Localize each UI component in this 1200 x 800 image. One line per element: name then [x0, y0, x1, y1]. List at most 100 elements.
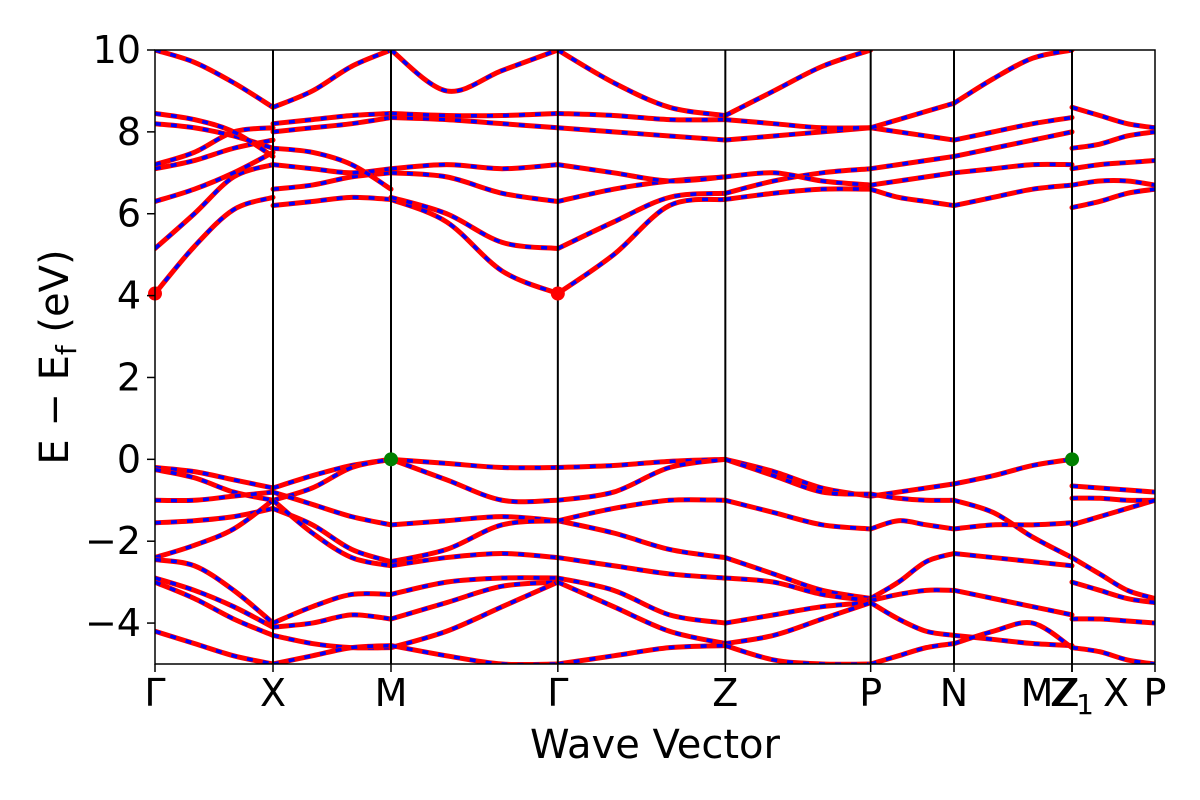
band-curve-spin-up: [555, 575, 728, 626]
band-curve-spin-up: [1069, 579, 1155, 606]
band-curve-spin-down: [953, 521, 1073, 531]
band-curve-spin-down: [155, 467, 274, 502]
band-curve-spin-down: [869, 551, 955, 601]
band-curve-spin-down: [155, 111, 274, 158]
band-curve-spin-down: [724, 50, 872, 118]
band-curve-spin-down: [272, 111, 392, 126]
band-curve-spin-down: [272, 613, 392, 629]
band-curve-spin-down: [155, 50, 274, 109]
band-curve-spin-down: [155, 557, 275, 625]
band-edge-markers: [148, 286, 1079, 467]
y-tick-label: 4: [117, 274, 141, 318]
band-curve-spin-down: [390, 115, 558, 130]
y-axis-label: E − Ef (eV): [32, 249, 83, 464]
x-tick-label: Γ: [547, 671, 568, 715]
band-curve-spin-down: [725, 187, 871, 202]
band-curve-spin-down: [557, 162, 726, 183]
vbm-marker: [384, 452, 398, 467]
band-curve-spin-up: [1069, 104, 1155, 131]
band-curve-spin-up: [722, 643, 874, 664]
band-curve-spin-up: [1069, 186, 1155, 211]
band-curve-spin-down: [725, 117, 871, 130]
band-curve-spin-down: [725, 576, 871, 603]
band-curve-spin-down: [155, 498, 275, 560]
band-curves: [155, 50, 1155, 664]
band-curve-spin-down: [557, 555, 726, 580]
band-curve-spin-down: [557, 457, 726, 470]
band-curve-spin-up: [868, 170, 957, 188]
y-axis-label-unit: (eV): [32, 249, 78, 345]
band-curve-spin-down: [390, 575, 558, 597]
band-curve-spin-down: [155, 576, 274, 629]
band-curve-spin-up: [1069, 483, 1155, 495]
band-curve-spin-up: [868, 587, 957, 604]
band-curve-spin-down: [557, 457, 726, 503]
band-curve-spin-up: [555, 196, 728, 297]
band-curve-spin-down: [272, 643, 392, 664]
band-curve-spin-down: [390, 457, 558, 470]
band-curve-spin-down: [953, 551, 1073, 568]
x-tick-label: Z: [712, 671, 738, 715]
band-curve-spin-down: [724, 166, 871, 195]
band-curve-spin-down: [953, 130, 1073, 159]
band-curve-spin-down: [390, 514, 558, 527]
band-curve-spin-up: [868, 153, 957, 172]
band-curve-spin-down: [390, 197, 559, 296]
band-curve-spin-down: [953, 588, 1073, 617]
band-curve-spin-up: [722, 600, 874, 626]
y-tick-label: 8: [117, 110, 141, 154]
x-tick-label: P: [859, 671, 882, 715]
band-curve-spin-up: [951, 50, 1075, 106]
band-curve-spin-down: [953, 50, 1073, 105]
band-curve-spin-up: [270, 497, 394, 569]
band-curve-spin-up: [868, 641, 957, 664]
band-curve-spin-down: [272, 490, 392, 527]
band-curve-spin-down: [272, 195, 392, 208]
x-tick-label: N: [940, 671, 968, 715]
y-axis-label-sub: f: [50, 344, 83, 355]
band-curve-spin-up: [722, 456, 874, 497]
band-curve-spin-up: [1069, 129, 1155, 151]
band-curve-spin-down: [272, 591, 392, 625]
band-curve-spin-down: [1071, 556, 1155, 601]
x-tick-label: X: [260, 671, 286, 715]
y-axis-ticks: −4 −2 0 2 4 6 8 10: [85, 28, 155, 645]
band-curve-spin-down: [390, 111, 558, 118]
y-tick-label: −4: [85, 601, 141, 645]
high-symmetry-lines: [272, 50, 1073, 664]
band-curve-spin-up: [868, 125, 957, 143]
x-tick-label-sub: 1: [1076, 688, 1094, 721]
band-curve-spin-down: [557, 643, 726, 664]
band-curve-spin-up: [555, 518, 728, 561]
band-curve-spin-down: [557, 126, 726, 142]
band-curve-spin-down: [725, 600, 872, 646]
band-curve-spin-up: [555, 643, 728, 664]
band-curve-spin-up: [1069, 177, 1155, 188]
band-curve-spin-down: [953, 620, 1073, 650]
band-curve-spin-down: [155, 465, 274, 490]
band-curve-spin-up: [1069, 645, 1155, 664]
band-curve-spin-up: [868, 100, 957, 131]
band-curve-spin-down: [557, 497, 726, 523]
band-curve-spin-up: [155, 50, 276, 110]
band-curve-spin-down: [272, 115, 392, 134]
band-curve-spin-down: [725, 171, 871, 187]
band-curve-spin-down: [724, 457, 871, 496]
band-curve-spin-down: [953, 115, 1073, 142]
band-curve-spin-up: [868, 518, 957, 532]
band-curve-spin-down: [155, 150, 274, 204]
band-curve-spin-down: [272, 457, 392, 490]
band-curve-spin-down: [390, 551, 558, 568]
band-curve-spin-up: [1069, 497, 1155, 528]
band-curve-spin-down: [557, 111, 726, 122]
band-curve-spin-down: [155, 162, 274, 250]
band-curve-spin-up: [155, 575, 276, 630]
band-curve-spin-down: [725, 126, 871, 142]
band-curve-spin-down: [725, 600, 871, 625]
vbm-marker: [1065, 452, 1079, 467]
band-curve-spin-up: [1069, 158, 1155, 172]
band-curve-spin-down: [272, 146, 392, 191]
x-tick-label: P: [1144, 671, 1167, 715]
y-tick-label: 0: [117, 437, 141, 481]
